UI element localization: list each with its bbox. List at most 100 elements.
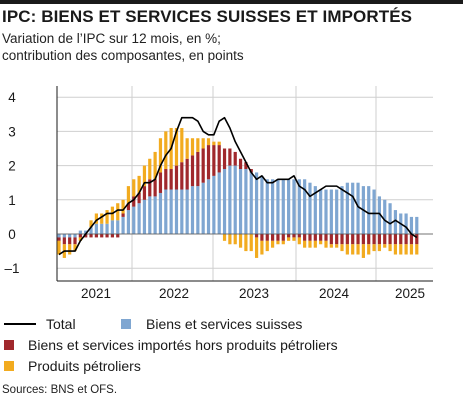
- bar-imported: [361, 234, 365, 245]
- bar-imported: [206, 145, 211, 180]
- bar-imported: [329, 234, 333, 245]
- bar-oil: [142, 165, 147, 187]
- bar-imported: [383, 234, 387, 245]
- bar-imported: [62, 237, 66, 245]
- bar-imported: [276, 234, 280, 241]
- legend-swatch-total: [4, 323, 36, 325]
- bar-imported: [265, 234, 269, 241]
- bar-imported: [244, 162, 248, 170]
- bar-domestic: [276, 179, 280, 234]
- bar-domestic: [190, 186, 195, 234]
- bar-oil: [271, 240, 275, 248]
- bar-domestic: [388, 203, 392, 234]
- bar-oil: [244, 234, 248, 252]
- bar-imported: [217, 145, 221, 173]
- bar-imported: [105, 234, 109, 238]
- y-tick-label: 0: [8, 227, 16, 242]
- bar-domestic: [196, 186, 200, 234]
- bar-imported: [303, 234, 307, 241]
- bar-domestic: [372, 189, 376, 234]
- bar-imported: [393, 234, 398, 245]
- bar-domestic: [249, 172, 253, 234]
- bar-oil: [206, 138, 211, 146]
- bar-oil: [372, 244, 376, 252]
- bar-oil: [132, 179, 136, 197]
- bar-imported: [169, 169, 173, 190]
- bar-oil: [126, 186, 131, 204]
- bar-imported: [228, 148, 232, 166]
- subtitle-line-1: Variation de l’IPC sur 12 mois, en %;: [2, 31, 221, 46]
- bar-domestic: [254, 172, 259, 234]
- bar-domestic: [201, 182, 205, 234]
- bar-imported: [271, 234, 275, 241]
- bar-domestic: [383, 199, 387, 234]
- bar-oil: [228, 234, 232, 245]
- bar-oil: [100, 213, 104, 224]
- legend-swatch-imported: [4, 340, 14, 350]
- bar-imported: [190, 155, 195, 187]
- bar-imported: [142, 186, 147, 200]
- bar-imported: [409, 234, 414, 245]
- y-tick-label: 1: [8, 193, 16, 208]
- chart-subtitle: Variation de l’IPC sur 12 mois, en %; co…: [2, 30, 244, 64]
- bar-oil: [78, 237, 82, 241]
- bar-oil: [116, 203, 120, 221]
- bar-imported: [335, 234, 339, 245]
- bar-domestic: [335, 189, 339, 234]
- bar-imported: [153, 179, 157, 197]
- bar-oil: [345, 244, 349, 255]
- bar-imported: [308, 234, 312, 241]
- bar-domestic: [116, 220, 120, 234]
- bar-domestic: [57, 234, 61, 238]
- bar-imported: [57, 237, 61, 241]
- source-note: Sources: BNS et OFS.: [2, 384, 118, 396]
- bar-domestic: [222, 169, 227, 234]
- bar-oil: [254, 237, 259, 258]
- bar-domestic: [164, 189, 168, 234]
- x-tick-label: 2022: [159, 286, 189, 301]
- bar-oil: [238, 234, 243, 248]
- bar-imported: [68, 237, 72, 245]
- x-tick-label: 2024: [319, 286, 350, 301]
- bar-domestic: [212, 175, 216, 234]
- bar-domestic: [62, 234, 66, 238]
- bar-domestic: [356, 182, 360, 234]
- bar-domestic: [89, 227, 93, 234]
- top-rule: [0, 0, 463, 4]
- bar-oil: [281, 240, 285, 245]
- bar-oil: [265, 240, 269, 252]
- bar-domestic: [313, 186, 317, 234]
- bar-imported: [174, 165, 179, 190]
- legend-swatch-oil: [4, 361, 14, 371]
- bar-oil: [233, 234, 237, 245]
- bar-domestic: [345, 182, 349, 234]
- bar-imported: [297, 234, 301, 238]
- bar-imported: [158, 172, 163, 193]
- x-tick-label: 2023: [239, 286, 269, 301]
- bar-domestic: [238, 169, 243, 234]
- bar-oil: [158, 138, 163, 173]
- bar-domestic: [329, 189, 333, 234]
- bar-domestic: [84, 230, 88, 234]
- bar-imported: [238, 158, 243, 170]
- bar-domestic: [126, 210, 131, 234]
- bar-imported: [260, 234, 264, 241]
- bar-imported: [180, 162, 184, 190]
- bar-oil: [190, 138, 195, 156]
- bar-domestic: [94, 223, 98, 234]
- bar-domestic: [415, 216, 419, 234]
- bar-oil: [222, 234, 227, 241]
- bar-oil: [185, 138, 189, 159]
- bar-domestic: [158, 192, 163, 234]
- bar-domestic: [303, 179, 307, 234]
- bar-oil: [73, 244, 77, 252]
- bar-imported: [78, 234, 82, 238]
- bar-domestic: [217, 172, 221, 234]
- bar-oil: [361, 244, 365, 258]
- bar-domestic: [324, 189, 328, 234]
- bar-domestic: [153, 196, 157, 234]
- bar-imported: [116, 234, 120, 238]
- bar-oil: [377, 244, 381, 252]
- bar-imported: [292, 234, 296, 238]
- bar-domestic: [206, 179, 211, 234]
